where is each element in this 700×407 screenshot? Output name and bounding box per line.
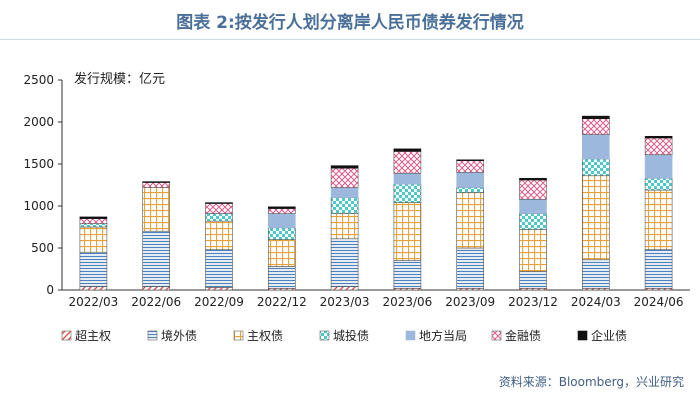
bar-segment [142,182,170,188]
bar-segment [267,266,296,289]
x-tick-label: 2023/09 [445,295,495,309]
chart-title: 图表 2:按发行人划分离岸人民币债券发行情况 [176,13,524,33]
bar-segment [79,223,108,228]
legend-label: 境外债 [161,328,197,343]
y-tick-label: 2000 [23,115,54,129]
bar-segment [330,187,359,198]
bar-segment [581,134,610,160]
legend-swatch [577,330,588,341]
legend-swatch [319,330,330,341]
bar-segment [644,249,673,289]
x-tick-label: 2023/12 [508,295,558,309]
bar-segment [519,198,547,214]
bar-segment [519,229,547,272]
y-tick-label: 500 [31,241,54,255]
bar-segment [456,172,485,188]
bar-segment [519,177,547,181]
bar-segment [644,154,673,179]
legend-label: 城投债 [333,328,369,343]
bar-segment [142,230,170,287]
bar-segment [581,118,610,135]
bar-segment [330,167,359,188]
bar-segment [581,259,610,289]
bars [79,115,673,291]
x-tick-label: 2024/03 [571,295,621,309]
bar-segment [644,177,673,191]
bar-segment [581,158,610,177]
bar-segment [267,239,296,267]
unit-label: 发行规模：亿元 [74,71,165,87]
bar-segment [456,160,485,173]
x-tick-label: 2022/03 [68,295,118,309]
bar-segment [330,197,359,214]
bar-segment [330,238,359,287]
bar-segment [644,135,673,139]
x-tick-label: 2023/06 [382,295,432,309]
bar-segment [644,189,673,250]
bar-segment [205,220,233,250]
bar-segment [79,218,108,224]
legend-label: 超主权 [75,328,111,343]
bar-segment [79,216,108,219]
legend-label: 金融债 [505,328,541,343]
bar-segment [581,175,610,261]
legend-swatch [491,330,502,341]
bar-segment [456,187,485,193]
bar-segment [393,183,422,203]
bar-segment [79,286,108,291]
x-tick-label: 2023/03 [320,295,370,309]
bar-segment [519,179,547,200]
bar-segment [205,287,233,291]
bar-segment [205,203,233,214]
bar-segment [456,192,485,249]
bar-segment [456,247,485,289]
bar-segment [205,249,233,288]
bar-segment [142,181,170,183]
bar-segment [330,286,359,291]
bar-segment [330,213,359,240]
y-tick-label: 1000 [23,199,54,213]
bar-segment [205,202,233,204]
y-tick-label: 0 [46,283,54,297]
title-divider [0,39,700,40]
legend: 超主权 境外债 主权债 城投债 地方当局 金融债 企业债 [61,328,627,343]
bar-segment [519,213,547,230]
legend-swatch [233,330,244,341]
source-note: 资料来源：Bloomberg，兴业研究 [498,375,684,389]
bar-segment [79,251,108,287]
bar-segment [581,115,610,119]
legend-label: 地方当局 [419,328,467,343]
bar-segment [267,227,296,240]
legend-swatch [147,330,158,341]
bar-segment [267,208,296,214]
bar-segment [456,159,485,161]
bar-segment [644,137,673,156]
y-tick-label: 1500 [23,157,54,171]
x-tick-label: 2022/12 [257,295,307,309]
bar-segment [330,165,359,169]
bar-segment [393,202,422,261]
bar-segment [267,213,296,229]
bar-segment [519,271,547,289]
bar-segment [142,286,170,291]
legend-swatch [61,330,72,341]
y-tick-label: 2500 [23,73,54,87]
legend-swatch [405,330,416,341]
axes: 0 500 1000 1500 2000 2500 2022/03 2022/06 2022/0… [23,73,690,309]
stacked-bar-chart: 0 500 1000 1500 2000 2500 2022/03 2022/06 2022/0… [23,71,690,343]
bar-segment [393,260,422,289]
bar-segment [393,172,422,185]
x-tick-label: 2024/06 [634,295,684,309]
bar-segment [267,206,296,209]
legend-label: 企业债 [591,328,627,343]
bar-segment [205,213,233,222]
legend-label: 主权债 [247,329,283,343]
bar-segment [393,151,422,174]
bar-segment [142,187,170,232]
bar-segment [79,226,108,253]
x-tick-label: 2022/06 [131,295,181,309]
x-tick-label: 2022/09 [194,295,244,309]
bar-segment [393,148,422,152]
